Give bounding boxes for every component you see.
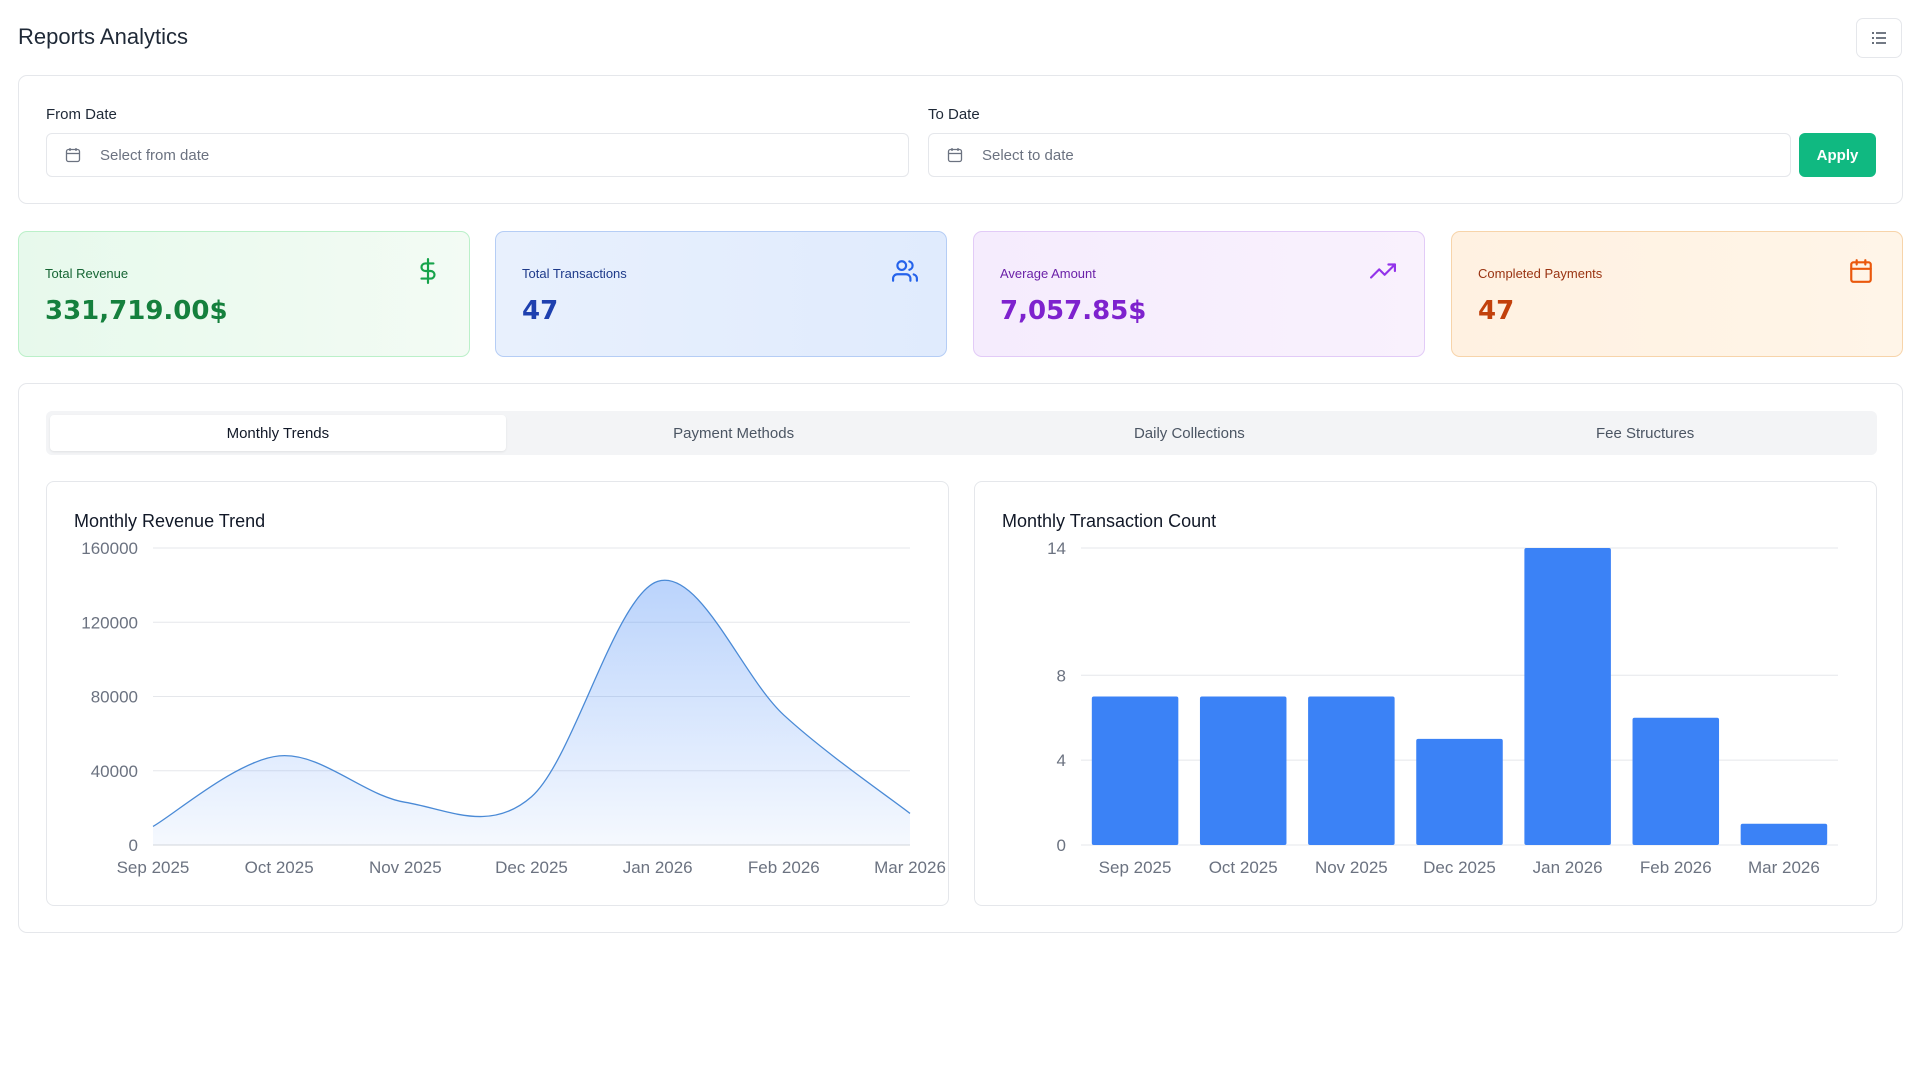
bar: [1740, 823, 1828, 845]
tab-payment-methods[interactable]: Payment Methods: [673, 424, 795, 442]
users-icon: [892, 260, 918, 282]
from-date-input[interactable]: Select from date: [46, 133, 909, 177]
stat-label: Average Amount: [1000, 266, 1096, 281]
revenue-line: [152, 579, 911, 828]
x-tick-label: Oct 2025: [1209, 858, 1278, 877]
x-tick-label: Feb 2026: [1640, 858, 1712, 877]
x-tick-label: Sep 2025: [1099, 858, 1172, 877]
y-tick-label: 0: [129, 836, 138, 855]
dollar-icon: [420, 258, 436, 284]
x-tick-label: Dec 2025: [495, 858, 568, 877]
x-tick-label: Sep 2025: [117, 858, 190, 877]
bar: [1308, 696, 1395, 845]
y-tick-label: 160000: [81, 539, 138, 558]
bar: [1091, 696, 1179, 845]
x-tick-label: Oct 2025: [245, 858, 314, 877]
y-tick-label: 40000: [91, 762, 138, 781]
revenue-area-fill: [153, 580, 910, 845]
x-tick-label: Nov 2025: [1315, 858, 1388, 877]
stat-card-average-amount: Average Amount 7,057.85$: [973, 231, 1425, 357]
reports-panel: Monthly Trends Payment Methods Daily Col…: [18, 383, 1903, 933]
calendar-icon: [1850, 259, 1872, 283]
y-tick-label: 8: [1057, 666, 1066, 685]
stat-label: Total Revenue: [45, 266, 129, 281]
calendar-icon: [947, 146, 965, 164]
x-tick-label: Jan 2026: [623, 858, 693, 877]
x-tick-label: Dec 2025: [1423, 858, 1496, 877]
chart-title: Monthly Transaction Count: [1002, 511, 1217, 531]
revenue-trend-card: Monthly Revenue Trend 0 40000 80000 120000 1…: [46, 481, 949, 906]
bar: [1632, 717, 1720, 845]
report-tabs: Monthly Trends Payment Methods Daily Col…: [46, 411, 1877, 455]
x-tick-label: Mar 2026: [1748, 858, 1820, 877]
to-date-placeholder: Select to date: [982, 146, 1074, 164]
x-tick-label: Nov 2025: [369, 858, 442, 877]
to-date-input[interactable]: Select to date: [928, 133, 1791, 177]
to-date-label: To Date: [928, 106, 980, 123]
x-tick-label: Jan 2026: [1533, 858, 1603, 877]
y-tick-label: 14: [1047, 539, 1066, 558]
bar: [1199, 696, 1287, 845]
trending-up-icon: [1370, 263, 1396, 279]
transaction-count-card: Monthly Transaction Count 0 4 8 14 Sep 2025 O…: [974, 481, 1877, 906]
apply-button[interactable]: Apply: [1799, 133, 1876, 177]
date-filter-card: From Date Select from date To Date Selec…: [18, 75, 1903, 204]
tab-daily-collections[interactable]: Daily Collections: [1133, 424, 1245, 442]
calendar-icon: [65, 146, 83, 164]
from-date-label: From Date: [46, 106, 117, 123]
stat-value: 47: [522, 296, 559, 326]
chart-title: Monthly Revenue Trend: [74, 511, 266, 531]
revenue-area-chart: 0 40000 80000 120000 160000 Sep 2025 Oct 2025 N…: [81, 539, 946, 877]
tab-monthly-trends[interactable]: Monthly Trends: [50, 415, 506, 451]
y-tick-label: 80000: [91, 688, 138, 707]
bar: [1524, 548, 1611, 845]
bar: [1416, 738, 1503, 845]
stat-card-completed-payments: Completed Payments 47: [1451, 231, 1903, 357]
stat-card-total-revenue: Total Revenue 331,719.00$: [18, 231, 470, 357]
y-tick-label: 0: [1057, 836, 1066, 855]
stat-label: Total Transactions: [522, 266, 627, 281]
stat-label: Completed Payments: [1478, 266, 1603, 281]
y-tick-label: 120000: [81, 613, 138, 632]
stat-value: 47: [1478, 296, 1515, 326]
from-date-placeholder: Select from date: [100, 146, 210, 164]
x-tick-label: Mar 2026: [874, 858, 946, 877]
transaction-bar-chart: 0 4 8 14 Sep 2025 Oct 2025 Nov 2025 Dec 2025 Jan…: [1047, 539, 1838, 877]
stat-card-total-transactions: Total Transactions 47: [495, 231, 947, 357]
page-title: Reports Analytics: [18, 24, 188, 49]
list-icon: [1872, 32, 1886, 44]
stat-value: 7,057.85$: [1000, 296, 1147, 326]
x-tick-label: Feb 2026: [748, 858, 820, 877]
stat-value: 331,719.00$: [45, 296, 228, 326]
menu-button[interactable]: [1856, 18, 1902, 58]
y-tick-label: 4: [1057, 751, 1066, 770]
tab-fee-structures[interactable]: Fee Structures: [1595, 424, 1695, 442]
